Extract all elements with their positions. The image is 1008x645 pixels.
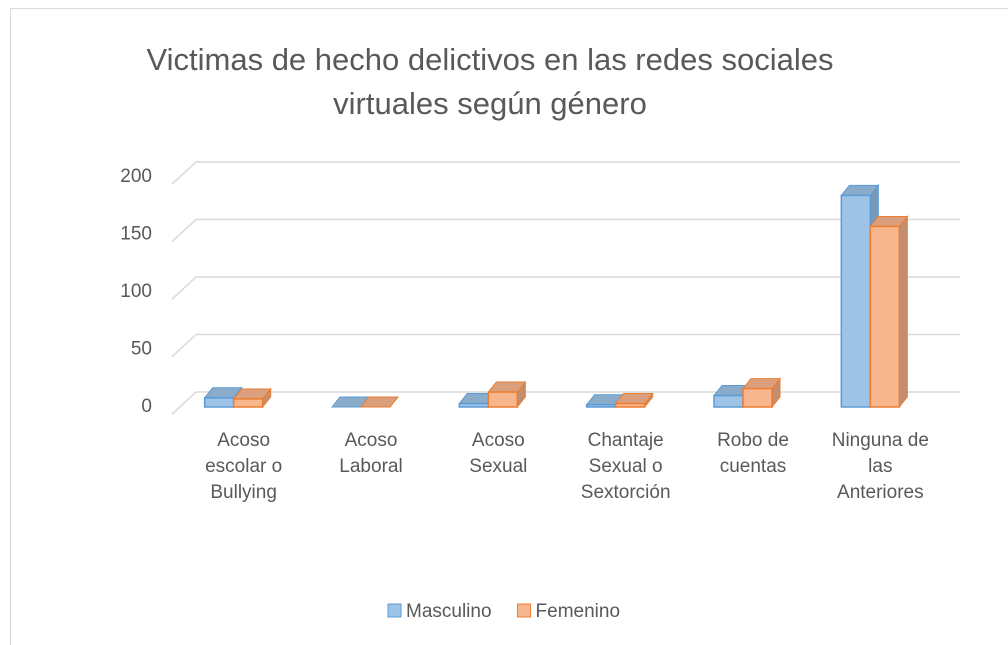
legend-label: Masculino [406,601,492,622]
y-tick-label: 200 [120,166,152,187]
grid-line-side [171,391,197,415]
grid-line-side [171,161,197,185]
bar-front [458,402,490,408]
bar-top [359,396,400,408]
x-tick-label: Acoso Laboral [339,430,403,477]
bar-side [898,215,908,409]
legend-swatch [517,603,532,618]
bar [869,215,909,409]
bar [487,380,527,409]
grid-line-side [171,218,197,243]
bar-front [742,387,773,408]
x-tick-label: Acoso Sexual [469,430,528,477]
bar-front [713,394,744,408]
bar [614,392,654,409]
x-tick-label: Chantaje Sexual o Sextorción [580,430,671,503]
bar-front [840,194,872,408]
chart-frame [10,8,1008,645]
grid-line-side [171,276,197,300]
x-tick-label: Ninguna de las Anteriores [831,430,929,503]
bar-front [869,225,901,408]
bar-front [232,398,264,408]
y-tick-label: 100 [120,281,152,302]
chart-title: Victimas de hecho delictivos en las rede… [146,42,834,121]
x-tick-label: Robo de cuentas [717,430,789,477]
bar [232,387,272,409]
bar-front [487,391,519,408]
legend-swatch [387,603,402,618]
bar-front [614,402,646,408]
y-tick-label: 0 [141,396,152,417]
bar [741,377,782,409]
bar-front [203,397,235,408]
y-tick-label: 50 [131,339,152,360]
legend-label: Femenino [536,601,621,622]
bar [359,396,400,408]
x-tick-label: Acoso escolar o Bullying [205,430,283,503]
bar-front [585,403,617,408]
grid-line-side [171,333,197,358]
y-tick-label: 150 [120,224,152,245]
